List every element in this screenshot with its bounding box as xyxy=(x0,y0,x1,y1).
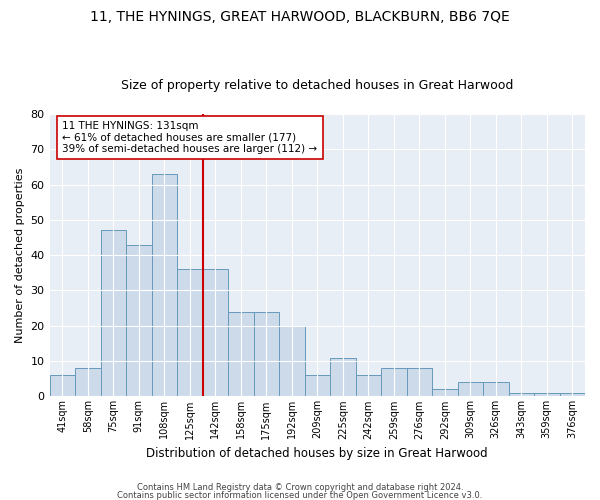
Bar xyxy=(381,368,407,396)
Bar xyxy=(305,375,330,396)
Bar xyxy=(152,174,177,396)
Title: Size of property relative to detached houses in Great Harwood: Size of property relative to detached ho… xyxy=(121,79,514,92)
Bar xyxy=(534,393,560,396)
Bar xyxy=(432,390,458,396)
Bar xyxy=(75,368,101,396)
Bar xyxy=(330,358,356,397)
Bar xyxy=(458,382,483,396)
Bar xyxy=(279,326,305,396)
Bar xyxy=(483,382,509,396)
Bar xyxy=(560,393,585,396)
Text: 11, THE HYNINGS, GREAT HARWOOD, BLACKBURN, BB6 7QE: 11, THE HYNINGS, GREAT HARWOOD, BLACKBUR… xyxy=(90,10,510,24)
X-axis label: Distribution of detached houses by size in Great Harwood: Distribution of detached houses by size … xyxy=(146,447,488,460)
Text: Contains HM Land Registry data © Crown copyright and database right 2024.: Contains HM Land Registry data © Crown c… xyxy=(137,484,463,492)
Bar xyxy=(407,368,432,396)
Bar xyxy=(356,375,381,396)
Bar xyxy=(228,312,254,396)
Text: Contains public sector information licensed under the Open Government Licence v3: Contains public sector information licen… xyxy=(118,490,482,500)
Bar xyxy=(50,375,75,396)
Y-axis label: Number of detached properties: Number of detached properties xyxy=(15,168,25,343)
Bar xyxy=(126,244,152,396)
Bar xyxy=(509,393,534,396)
Bar xyxy=(177,270,203,396)
Bar xyxy=(101,230,126,396)
Bar xyxy=(203,270,228,396)
Text: 11 THE HYNINGS: 131sqm
← 61% of detached houses are smaller (177)
39% of semi-de: 11 THE HYNINGS: 131sqm ← 61% of detached… xyxy=(62,121,317,154)
Bar xyxy=(254,312,279,396)
